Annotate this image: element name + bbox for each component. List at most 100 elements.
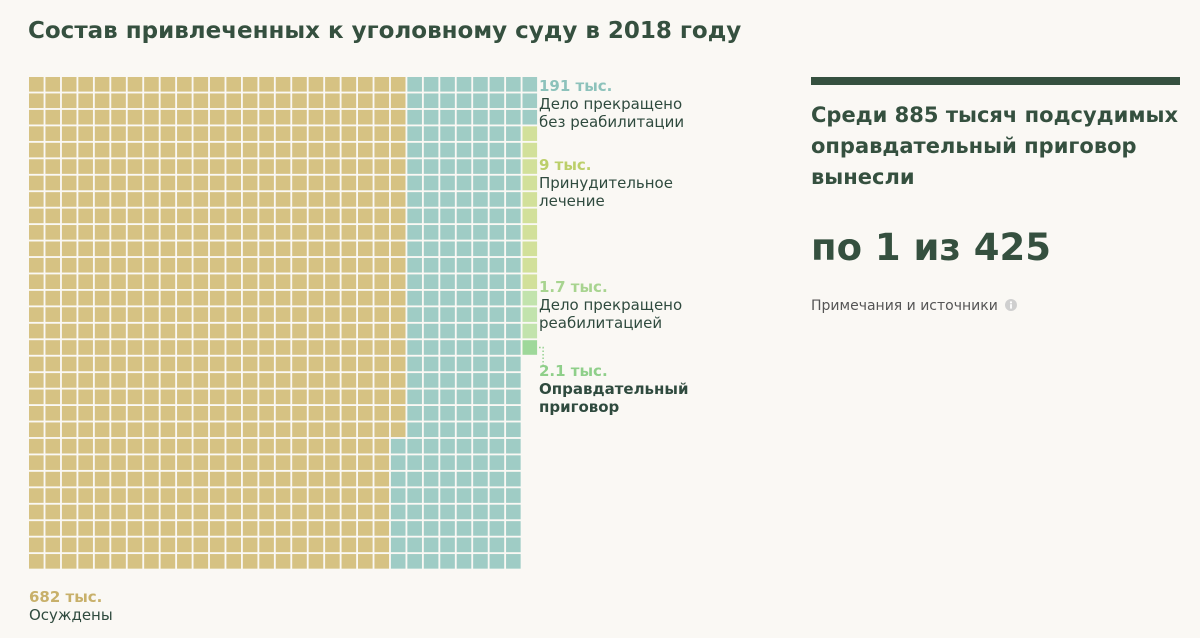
waffle-cell-convicted	[78, 109, 93, 125]
waffle-cell-convicted	[209, 455, 225, 470]
waffle-cell-convicted	[259, 356, 274, 372]
waffle-cell-convicted	[242, 192, 258, 207]
waffle-cell-convicted	[259, 257, 274, 273]
waffle-cell-convicted	[209, 175, 225, 191]
waffle-cell-dismissed-no-rehab	[489, 175, 505, 191]
waffle-cell-convicted	[259, 307, 274, 322]
waffle-cell-dismissed-no-rehab	[407, 323, 422, 339]
waffle-cell-convicted	[78, 290, 93, 306]
waffle-cell-convicted	[308, 554, 324, 569]
waffle-cell-convicted	[144, 356, 159, 372]
waffle-cell-convicted	[29, 159, 44, 174]
waffle-cell-convicted	[94, 142, 110, 158]
waffle-cell-convicted	[390, 225, 406, 240]
waffle-cell-convicted	[78, 554, 93, 569]
waffle-cell-convicted	[374, 471, 390, 487]
waffle-cell-convicted	[94, 307, 110, 322]
waffle-cell-dismissed-no-rehab	[473, 225, 488, 240]
waffle-cell-compulsory-treatment	[522, 241, 538, 257]
waffle-cell-convicted	[226, 504, 241, 520]
waffle-cell-convicted	[292, 389, 307, 405]
waffle-cell-convicted	[29, 290, 44, 306]
waffle-cell-dismissed-no-rehab	[407, 274, 422, 289]
waffle-cell-convicted	[374, 225, 390, 240]
waffle-cell-convicted	[193, 241, 209, 257]
waffle-cell-convicted	[177, 93, 192, 109]
waffle-cell-convicted	[78, 159, 93, 174]
waffle-cell-convicted	[193, 142, 209, 158]
waffle-cell-dismissed-no-rehab	[440, 257, 455, 273]
waffle-cell-dismissed-no-rehab	[456, 455, 472, 470]
waffle-cell-convicted	[78, 422, 93, 438]
waffle-cell-convicted	[144, 340, 159, 355]
waffle-cell-convicted	[61, 257, 77, 273]
waffle-cell-convicted	[226, 323, 241, 339]
waffle-cell-convicted	[61, 307, 77, 322]
waffle-cell-convicted	[226, 471, 241, 487]
notes-link[interactable]: Примечания и источники	[811, 298, 1018, 314]
waffle-cell-convicted	[226, 521, 241, 536]
waffle-cell-convicted	[94, 126, 110, 141]
waffle-cell-convicted	[160, 290, 176, 306]
waffle-cell-convicted	[29, 192, 44, 207]
waffle-cell-convicted	[242, 504, 258, 520]
waffle-cell-dismissed-no-rehab	[423, 274, 439, 289]
waffle-cell-convicted	[209, 537, 225, 553]
waffle-cell-dismissed-no-rehab	[506, 241, 521, 257]
waffle-cell-convicted	[341, 208, 357, 224]
waffle-cell-dismissed-no-rehab	[407, 537, 422, 553]
waffle-cell-convicted	[374, 373, 390, 388]
waffle-cell-convicted	[242, 537, 258, 553]
waffle-cell-convicted	[390, 356, 406, 372]
waffle-cell-convicted	[242, 422, 258, 438]
waffle-cell-dismissed-no-rehab	[440, 225, 455, 240]
waffle-cell-convicted	[160, 323, 176, 339]
waffle-cell-convicted	[358, 438, 373, 454]
waffle-cell-convicted	[374, 175, 390, 191]
waffle-cell-convicted	[94, 175, 110, 191]
waffle-cell-dismissed-no-rehab	[440, 488, 455, 503]
waffle-cell-convicted	[61, 389, 77, 405]
waffle-cell-convicted	[209, 438, 225, 454]
waffle-cell-convicted	[325, 142, 340, 158]
waffle-cell-convicted	[61, 422, 77, 438]
waffle-cell-dismissed-no-rehab	[390, 504, 406, 520]
waffle-cell-convicted	[144, 109, 159, 125]
waffle-cell-convicted	[341, 77, 357, 92]
waffle-cell-convicted	[111, 192, 126, 207]
waffle-cell-convicted	[127, 225, 143, 240]
waffle-cell-convicted	[144, 471, 159, 487]
waffle-cell-dismissed-no-rehab	[423, 554, 439, 569]
waffle-cell-dismissed-no-rehab	[506, 438, 521, 454]
waffle-cell-convicted	[160, 340, 176, 355]
waffle-cell-convicted	[341, 389, 357, 405]
waffle-cell-dismissed-no-rehab	[489, 257, 505, 273]
waffle-cell-dismissed-no-rehab	[506, 109, 521, 125]
waffle-cell-convicted	[78, 356, 93, 372]
waffle-cell-convicted	[292, 77, 307, 92]
waffle-cell-dismissed-no-rehab	[506, 504, 521, 520]
waffle-cell-dismissed-no-rehab	[506, 488, 521, 503]
waffle-cell-dismissed-no-rehab	[522, 77, 538, 92]
waffle-cell-dismissed-no-rehab	[456, 323, 472, 339]
waffle-cell-convicted	[242, 142, 258, 158]
waffle-cell-convicted	[29, 438, 44, 454]
waffle-cell-dismissed-no-rehab	[423, 488, 439, 503]
waffle-cell-convicted	[177, 208, 192, 224]
waffle-cell-dismissed-no-rehab	[423, 504, 439, 520]
waffle-cell-convicted	[341, 471, 357, 487]
waffle-cell-convicted	[160, 241, 176, 257]
waffle-cell-convicted	[259, 537, 274, 553]
waffle-cell-convicted	[160, 159, 176, 174]
waffle-cell-convicted	[292, 241, 307, 257]
waffle-cell-convicted	[193, 290, 209, 306]
waffle-cell-convicted	[341, 554, 357, 569]
waffle-cell-convicted	[259, 521, 274, 536]
waffle-cell-convicted	[127, 323, 143, 339]
waffle-cell-convicted	[144, 274, 159, 289]
waffle-cell-dismissed-no-rehab	[489, 225, 505, 240]
waffle-cell-convicted	[127, 488, 143, 503]
waffle-cell-dismissed-no-rehab	[456, 257, 472, 273]
waffle-cell-convicted	[358, 422, 373, 438]
waffle-cell-dismissed-no-rehab	[390, 438, 406, 454]
